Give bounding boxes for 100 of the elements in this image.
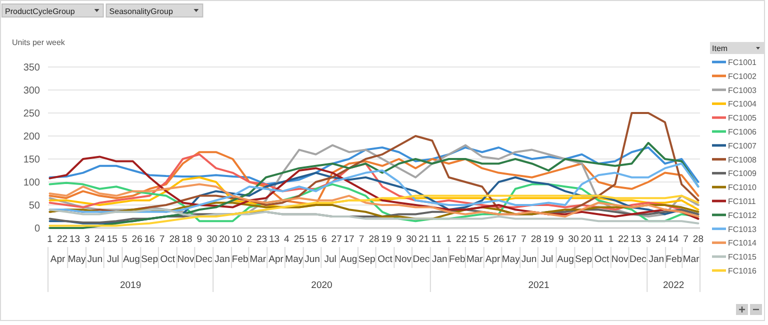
text: Nov [394, 254, 412, 265]
text: Jun [304, 254, 320, 265]
legend-label: FC1008 [728, 155, 758, 164]
x-tick-label: 26 [132, 234, 142, 245]
text: May [285, 254, 304, 265]
x-tick-label: 5 [484, 234, 489, 245]
x-tick-label: 19 [543, 234, 554, 245]
text: Sep [575, 254, 592, 265]
x-tick-label: 30 [568, 234, 579, 245]
text: Aug [557, 254, 574, 265]
y-tick-label: 250 [23, 108, 40, 120]
x-tick-label: 15 [468, 234, 480, 245]
text: Feb [448, 254, 466, 265]
y-tick-label: 300 [23, 86, 40, 96]
x-tick-label: 11 [431, 234, 442, 245]
text: 2019 [120, 280, 142, 291]
text: Dec [412, 254, 430, 265]
x-tick-label: 7 [159, 234, 165, 245]
text: 2020 [311, 280, 332, 291]
x-tick-label: 24 [656, 234, 666, 245]
y-tick-label: 200 [23, 132, 40, 142]
x-tick-label: 9 [396, 234, 402, 245]
x-tick-label: 7 [683, 234, 688, 245]
x-tick-label: 23 [256, 234, 268, 245]
text: Jun [87, 254, 103, 265]
text: Jul [106, 254, 120, 265]
x-tick-label: 28 [368, 234, 380, 245]
x-tick-label: 30 [206, 234, 218, 245]
x-tick-label: 13 [69, 234, 80, 245]
y-tick-label: 350 [23, 62, 40, 74]
legend-title: Item [712, 44, 728, 53]
filter-button: ProductCycleGroup [2, 4, 104, 18]
text: Jan [214, 254, 230, 265]
text: Mar [250, 254, 266, 265]
line-series [48, 142, 700, 229]
legend-label: FC1002 [728, 72, 758, 81]
text: Sep [141, 254, 158, 265]
legend-label: FC1011 [728, 197, 756, 206]
x-tick-label: 17 [506, 234, 516, 245]
x-tick-label: 14 [668, 234, 679, 245]
text: May [502, 254, 520, 265]
x-tick-label: 25 [294, 234, 304, 245]
text: Oct [160, 254, 176, 265]
legend-label: FC1013 [728, 224, 758, 234]
y-axis-title: Units per week [12, 38, 66, 47]
x-tick-label: 13 [268, 234, 280, 245]
x-tick-label: 20 [580, 234, 592, 245]
y-tick-label: 150 [23, 154, 40, 166]
x-tick-label: 9 [558, 234, 564, 245]
text: Jan [648, 254, 664, 265]
legend-label: FC1016 [728, 266, 758, 276]
legend-label: FC1012 [728, 210, 758, 220]
legend-label: FC1014 [728, 238, 758, 248]
x-tick-label: 19 [381, 234, 392, 245]
y-tick-label: 100 [23, 178, 40, 188]
x-tick-label: 21 [418, 234, 430, 245]
line-series [48, 151, 700, 206]
legend-label: FC1010 [728, 183, 758, 192]
x-tick-label: 17 [344, 234, 354, 245]
text: Aug [340, 254, 358, 265]
text: Feb [666, 254, 682, 265]
text: Nov [611, 254, 629, 265]
x-tick-label: 28 [169, 234, 180, 245]
text: Jul [324, 254, 336, 265]
x-tick-label: 30 [406, 234, 417, 245]
x-tick-label: 24 [94, 234, 105, 245]
text: Nov [177, 254, 194, 265]
text: Jul [541, 254, 554, 265]
y-tick-label: 50 [28, 200, 40, 212]
x-tick-label: 3 [84, 234, 90, 245]
filter-button: SeasonalityGroup [106, 4, 204, 18]
text: Apr [268, 254, 284, 265]
legend-label: FC1001 [728, 58, 758, 67]
line-series [48, 146, 700, 186]
text: 2022 [663, 280, 684, 291]
x-tick-label: 4 [284, 234, 290, 245]
text: Apr [50, 254, 66, 265]
x-tick-label: 18 [182, 234, 192, 245]
x-tick-label: 3 [646, 234, 651, 245]
legend-label: FC1007 [728, 141, 758, 150]
text: Oct [594, 254, 610, 265]
text: Aug [122, 254, 140, 265]
text: Jun [521, 254, 537, 265]
text: Sep [358, 254, 376, 265]
x-tick-label: 27 [331, 234, 342, 245]
text: Jan [432, 254, 448, 265]
x-tick-label: 7 [520, 234, 526, 245]
legend-label: FC1015 [728, 252, 758, 262]
text: Apr [485, 254, 500, 265]
x-tick-label: 2 [246, 234, 252, 245]
x-tick-label: 22 [618, 234, 629, 245]
text: Dec [195, 254, 213, 265]
x-tick-label: 28 [692, 234, 704, 245]
x-tick-label: 26 [493, 234, 504, 245]
x-tick-label: 1 [608, 234, 614, 245]
y-tick-label: 0 [34, 224, 40, 234]
x-tick-label: 20 [219, 234, 230, 245]
x-tick-label: 13 [630, 234, 642, 245]
legend-label: FC1005 [728, 114, 758, 123]
x-tick-label: 6 [321, 234, 327, 245]
